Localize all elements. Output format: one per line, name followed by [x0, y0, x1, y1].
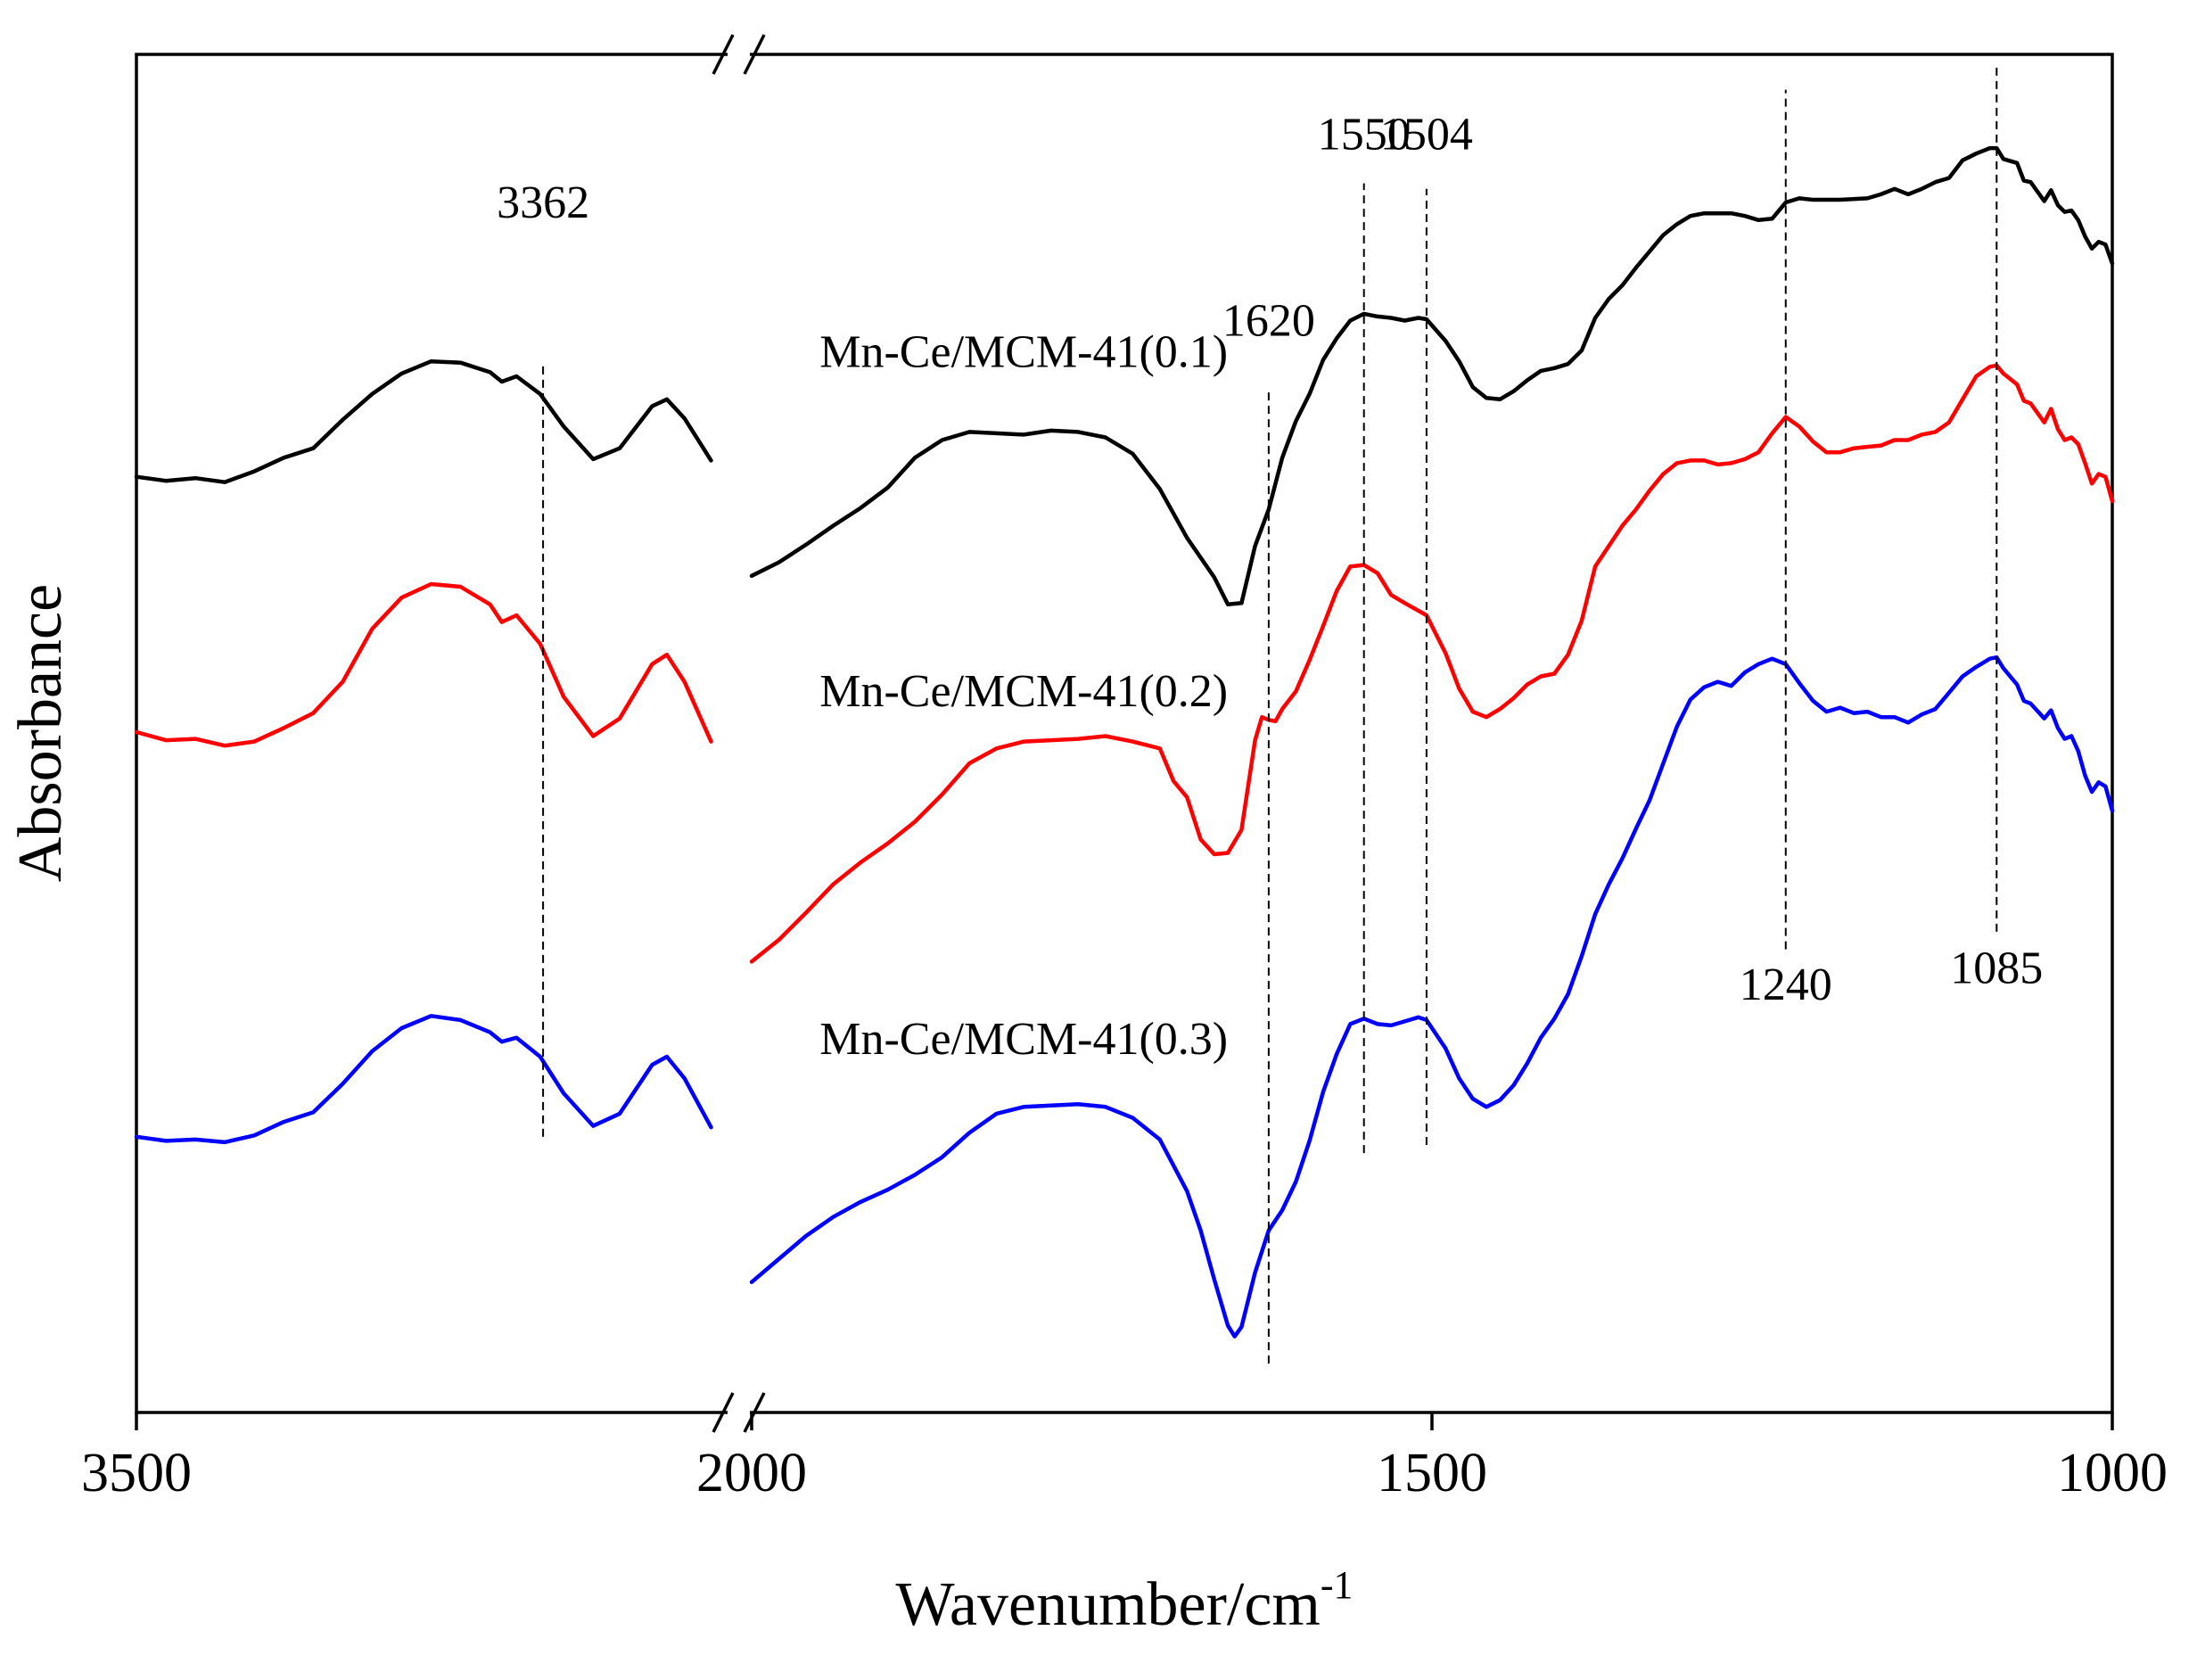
break-slash-2 — [743, 34, 766, 75]
peak-label-1085: 1085 — [1950, 943, 2043, 994]
x-tick-label-1000: 1000 — [2057, 1443, 2168, 1503]
x-axis: 3500 2000 1500 1000 — [81, 1412, 2168, 1503]
annotation-layer: 3362326716201550150412401085 — [497, 65, 2043, 1364]
series-label-1: Mn-Ce/MCM-41(0.1) — [819, 326, 1228, 377]
axis-break-marks — [712, 34, 766, 1433]
axis-gap — [728, 49, 750, 60]
break-slash-1 — [712, 34, 735, 75]
break-slash-1 — [712, 1392, 735, 1433]
series-2-line-left — [134, 581, 713, 748]
peak-label-1240: 1240 — [1740, 959, 1832, 1010]
x-axis-title-main: Wavenumber/cm — [895, 1570, 1320, 1639]
x-axis-title-superscript: -1 — [1321, 1563, 1354, 1607]
series-3-line-left — [134, 1014, 713, 1145]
break-slash-2 — [743, 1392, 766, 1433]
peak-label-1504: 1504 — [1380, 110, 1473, 161]
axis-break-top — [712, 34, 766, 75]
peak-label-3362: 3362 — [497, 177, 589, 228]
series-2 — [134, 363, 2115, 964]
series-label-2: Mn-Ce/MCM-41(0.2) — [819, 666, 1228, 717]
series-1 — [134, 145, 2115, 607]
x-tick-label-2000: 2000 — [696, 1443, 807, 1503]
axis-gap — [728, 1407, 750, 1418]
series-2-line-right — [749, 363, 2115, 964]
series-layer: Mn-Ce/MCM-41(0.1) Mn-Ce/MCM-41(0.2) Mn-Ce/… — [134, 145, 2115, 1338]
series-label-3: Mn-Ce/MCM-41(0.3) — [819, 1014, 1228, 1065]
series-3 — [134, 655, 2115, 1338]
axis-break-bottom — [712, 1392, 766, 1433]
series-1-line-left — [134, 358, 713, 484]
series-3-line-right — [749, 655, 2115, 1338]
peak-label-1620: 1620 — [1222, 295, 1315, 346]
x-tick-label-3500: 3500 — [81, 1443, 192, 1503]
peak-label-1550: 1550 — [1318, 110, 1411, 161]
x-axis-title: Wavenumber/cm-1 — [895, 1563, 1353, 1639]
x-tick-label-1500: 1500 — [1377, 1443, 1487, 1503]
plot-frame — [135, 53, 2114, 1414]
y-axis-title: Absorbance — [6, 584, 75, 882]
series-1-line-right — [749, 145, 2115, 607]
